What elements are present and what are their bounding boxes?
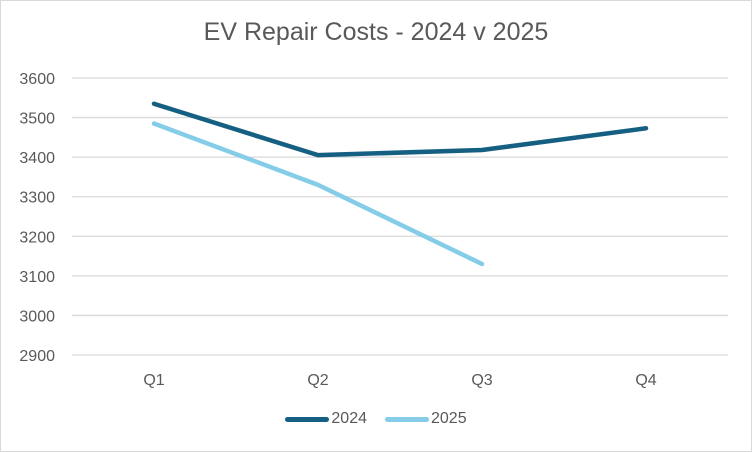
- y-tick-label: 2900: [19, 348, 55, 365]
- legend-item-2024: 2024: [285, 410, 367, 428]
- legend-label-2025: 2025: [431, 410, 467, 427]
- x-tick-label: Q2: [307, 372, 328, 389]
- y-tick-label: 3100: [19, 269, 55, 286]
- chart-title: EV Repair Costs - 2024 v 2025: [203, 18, 549, 46]
- x-tick-label: Q4: [635, 372, 656, 389]
- x-tick-label: Q3: [471, 372, 492, 389]
- y-tick-label: 3400: [19, 150, 55, 167]
- legend-label-2024: 2024: [331, 410, 367, 427]
- legend-swatch-2024: [285, 416, 330, 422]
- y-tick-label: 3500: [19, 111, 55, 128]
- series-lines: [151, 101, 649, 267]
- series-line-2025: [151, 121, 485, 267]
- y-axis-ticks: 2900 3000 3100 3200 3300 3400 3500 3600: [19, 71, 55, 365]
- y-tick-label: 3300: [19, 190, 55, 207]
- gridlines: [72, 77, 728, 356]
- legend-swatch-2025: [385, 416, 429, 422]
- legend: 2024 2025: [0, 410, 752, 428]
- y-tick-label: 3000: [19, 308, 55, 325]
- x-tick-label: Q1: [143, 372, 164, 389]
- y-tick-label: 3200: [19, 229, 55, 246]
- y-tick-label: 3600: [19, 71, 55, 88]
- series-line-2024: [151, 101, 649, 158]
- legend-item-2025: 2025: [385, 410, 467, 428]
- x-axis-ticks: Q1 Q2 Q3 Q4: [143, 372, 656, 389]
